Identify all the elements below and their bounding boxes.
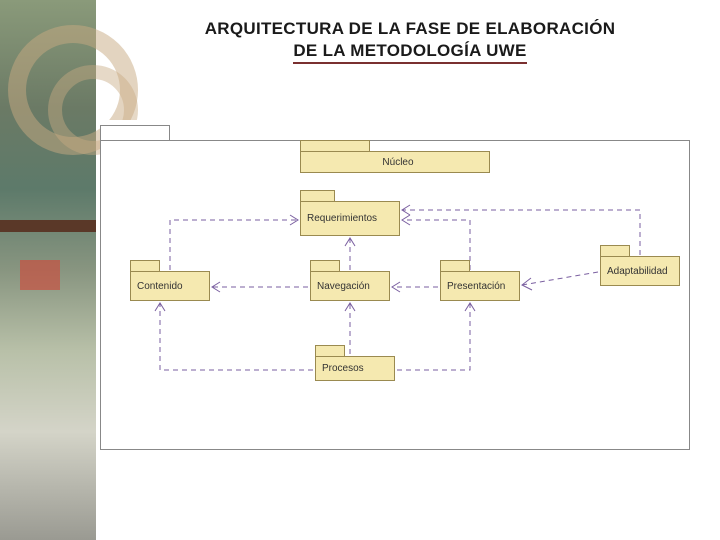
page-title: ARQUITECTURA DE LA FASE DE ELABORACIÓN D…: [120, 18, 700, 64]
package-body: Requerimientos: [300, 201, 400, 236]
package-body: Contenido: [130, 271, 210, 301]
bg-roof: [0, 220, 96, 232]
package-body: Navegación: [310, 271, 390, 301]
package-body: Núcleo: [300, 151, 490, 173]
package-label: Presentación: [447, 281, 505, 292]
package-label: Contenido: [137, 281, 183, 292]
uml-diagram: Núcleo Requerimientos Contenido Navegaci…: [100, 120, 690, 450]
title-line1: ARQUITECTURA DE LA FASE DE ELABORACIÓN: [205, 19, 616, 38]
package-body: Procesos: [315, 356, 395, 381]
package-label: Requerimientos: [307, 213, 377, 224]
title-line2: DE LA METODOLOGÍA UWE: [293, 40, 526, 64]
package-label: Navegación: [317, 281, 370, 292]
package-body: Presentación: [440, 271, 520, 301]
package-label: Núcleo: [382, 157, 413, 168]
package-label: Adaptabilidad: [607, 266, 668, 277]
bg-accent: [20, 260, 60, 290]
package-label: Procesos: [322, 363, 364, 374]
package-body: Adaptabilidad: [600, 256, 680, 286]
outer-package-tab: [100, 125, 170, 141]
